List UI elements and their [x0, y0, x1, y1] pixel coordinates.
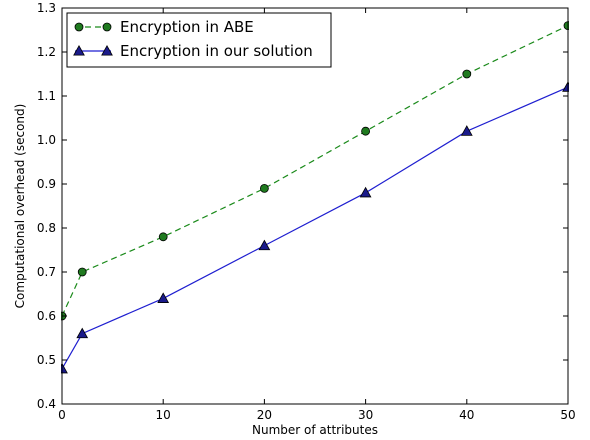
data-point — [77, 267, 87, 277]
data-point — [259, 183, 269, 193]
series-0 — [61, 21, 569, 321]
series-line — [61, 86, 569, 370]
x-axis-title: Number of attributes — [252, 423, 378, 437]
legend-label: Encryption in our solution — [120, 42, 313, 60]
y-tick-label: 0.7 — [37, 265, 56, 279]
x-tick-label: 0 — [58, 408, 66, 422]
legend-label: Encryption in ABE — [120, 18, 254, 36]
x-tick-label: 40 — [459, 408, 474, 422]
x-tick-label: 20 — [257, 408, 272, 422]
legend: Encryption in ABE Encryption in our solut… — [66, 12, 332, 68]
y-tick-label: 0.6 — [37, 309, 56, 323]
plot-frame — [61, 7, 569, 405]
y-tick-label: 0.8 — [37, 221, 56, 235]
series-1 — [61, 81, 569, 374]
axis-ticks: 0 10 20 30 40 50 0.4 0.5 0.6 0.7 0.8 0.9 1.0 1.1 1.2 1.… — [37, 1, 576, 422]
x-tick-label: 30 — [358, 408, 373, 422]
legend-marker — [73, 44, 85, 56]
series-layer — [61, 21, 569, 374]
y-tick-label: 1.3 — [37, 1, 56, 15]
y-tick-label: 1.2 — [37, 45, 56, 59]
data-point — [460, 125, 473, 136]
legend-marker — [102, 22, 112, 32]
x-tick-label: 10 — [156, 408, 171, 422]
y-tick-label: 1.1 — [37, 89, 56, 103]
data-point — [359, 186, 372, 198]
series-line — [61, 25, 569, 317]
data-point — [157, 292, 170, 303]
plot-area — [61, 21, 569, 374]
data-point — [462, 69, 472, 79]
y-tick-label: 0.9 — [37, 177, 56, 191]
legend-marker — [101, 44, 113, 56]
data-point — [258, 239, 271, 251]
y-tick-label: 0.5 — [37, 353, 56, 367]
y-tick-label: 1.0 — [37, 133, 56, 147]
data-point — [361, 126, 371, 136]
legend-frame — [66, 12, 332, 68]
data-point — [76, 327, 89, 339]
y-tick-label: 0.4 — [37, 397, 56, 411]
legend-marker — [74, 22, 84, 32]
y-axis-title: Computational overhead (second) — [13, 104, 27, 309]
x-tick-label: 50 — [560, 408, 575, 422]
data-point — [158, 232, 168, 242]
